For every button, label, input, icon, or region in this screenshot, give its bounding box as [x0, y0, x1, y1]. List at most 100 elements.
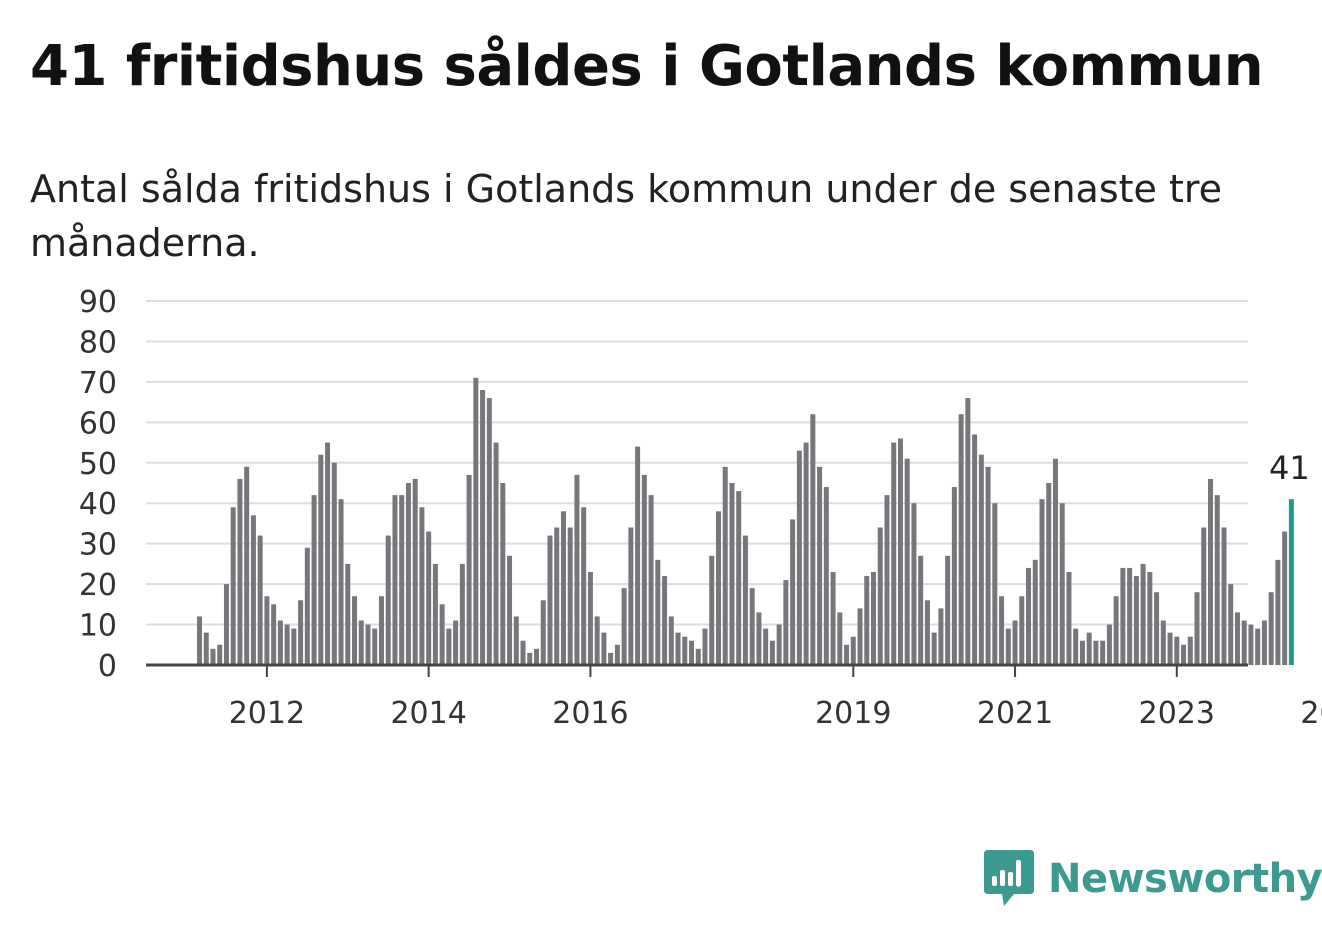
- bar: [803, 442, 809, 665]
- bar: [432, 563, 438, 665]
- bar: [1208, 478, 1213, 665]
- bar: [884, 495, 890, 665]
- bar: [844, 644, 850, 665]
- bar: [230, 507, 236, 665]
- x-tick-label: 2023: [1139, 696, 1215, 731]
- bar: [682, 636, 688, 665]
- bar: [790, 519, 796, 665]
- bar: [493, 442, 499, 665]
- bar: [648, 495, 654, 665]
- bar: [1241, 620, 1247, 665]
- bar: [857, 608, 863, 665]
- bar: [392, 495, 398, 665]
- y-tick-label: 80: [79, 325, 117, 360]
- bar: [776, 624, 782, 665]
- bar: [985, 466, 991, 665]
- bar: [574, 474, 580, 665]
- bar: [992, 503, 998, 665]
- chart-subtitle: Antal sålda fritidshus i Gotlands kommun…: [30, 167, 1223, 265]
- bar: [365, 624, 371, 665]
- bar: [1234, 612, 1240, 665]
- y-tick-label: 70: [79, 366, 117, 401]
- bar: [628, 527, 634, 665]
- bar: [918, 555, 924, 665]
- bar: [695, 648, 701, 665]
- chart-title: 41 fritidshus såldes i Gotlands kommun: [30, 34, 1264, 99]
- bar: [250, 515, 256, 665]
- bar: [1127, 567, 1133, 665]
- bar: [810, 414, 816, 665]
- bar: [473, 377, 479, 665]
- bar: [304, 547, 310, 665]
- bar: [1093, 640, 1099, 665]
- bar: [1261, 620, 1267, 665]
- bar: [1187, 636, 1193, 665]
- bar: [1086, 632, 1092, 665]
- bar: [271, 604, 277, 665]
- bar: [1032, 559, 1038, 665]
- bar: [466, 474, 472, 665]
- bar: [675, 632, 681, 665]
- bar: [999, 596, 1005, 665]
- bar: [581, 507, 587, 665]
- x-tick-label: 2021: [977, 696, 1053, 731]
- bar: [668, 616, 674, 665]
- bar: [904, 458, 910, 665]
- bar: [486, 398, 492, 665]
- bar: [608, 652, 614, 665]
- bar: [459, 563, 465, 665]
- x-tick-label: 2012: [229, 696, 305, 731]
- bar: [311, 495, 317, 665]
- bar: [1167, 632, 1173, 665]
- bar: [729, 483, 735, 665]
- bar: [722, 466, 728, 665]
- bar: [399, 495, 405, 665]
- bar: [749, 588, 755, 665]
- bar: [1120, 567, 1126, 665]
- bar: [560, 511, 566, 665]
- bar: [244, 466, 250, 665]
- bar: [783, 580, 789, 665]
- bar: [877, 527, 883, 665]
- bar: [614, 644, 620, 665]
- logo-text: Newsworthy: [1048, 856, 1322, 902]
- y-tick-label: 60: [79, 406, 117, 441]
- bar: [372, 628, 378, 665]
- bar: [763, 628, 769, 665]
- bar: [1194, 592, 1200, 665]
- bar: [1255, 628, 1261, 665]
- bar: [662, 576, 668, 665]
- y-tick-label: 10: [79, 609, 117, 644]
- bar: [689, 640, 695, 665]
- bar: [453, 620, 459, 665]
- bar: [587, 571, 593, 665]
- bar: [1214, 495, 1220, 665]
- highlight-value-label: 41: [1269, 449, 1310, 487]
- bar: [635, 446, 641, 665]
- bar: [419, 507, 425, 665]
- bar: [897, 438, 903, 665]
- bar: [655, 559, 661, 665]
- bar: [769, 640, 775, 665]
- bar: [1154, 592, 1160, 665]
- bar: [1026, 567, 1032, 665]
- bar: [641, 474, 647, 665]
- bar: [715, 511, 721, 665]
- bar: [547, 535, 553, 665]
- x-tick-label: 2019: [815, 696, 891, 731]
- bar: [540, 600, 546, 665]
- bar: [217, 644, 223, 665]
- bar: [601, 632, 607, 665]
- bar: [594, 616, 600, 665]
- bar: [621, 588, 627, 665]
- bar: [945, 555, 951, 665]
- bar-highlight: [1288, 499, 1294, 665]
- bar: [1221, 527, 1227, 665]
- bar: [223, 584, 229, 665]
- bar: [257, 535, 263, 665]
- bar: [291, 628, 297, 665]
- bar: [520, 640, 526, 665]
- bar: [864, 576, 870, 665]
- bar: [1106, 624, 1112, 665]
